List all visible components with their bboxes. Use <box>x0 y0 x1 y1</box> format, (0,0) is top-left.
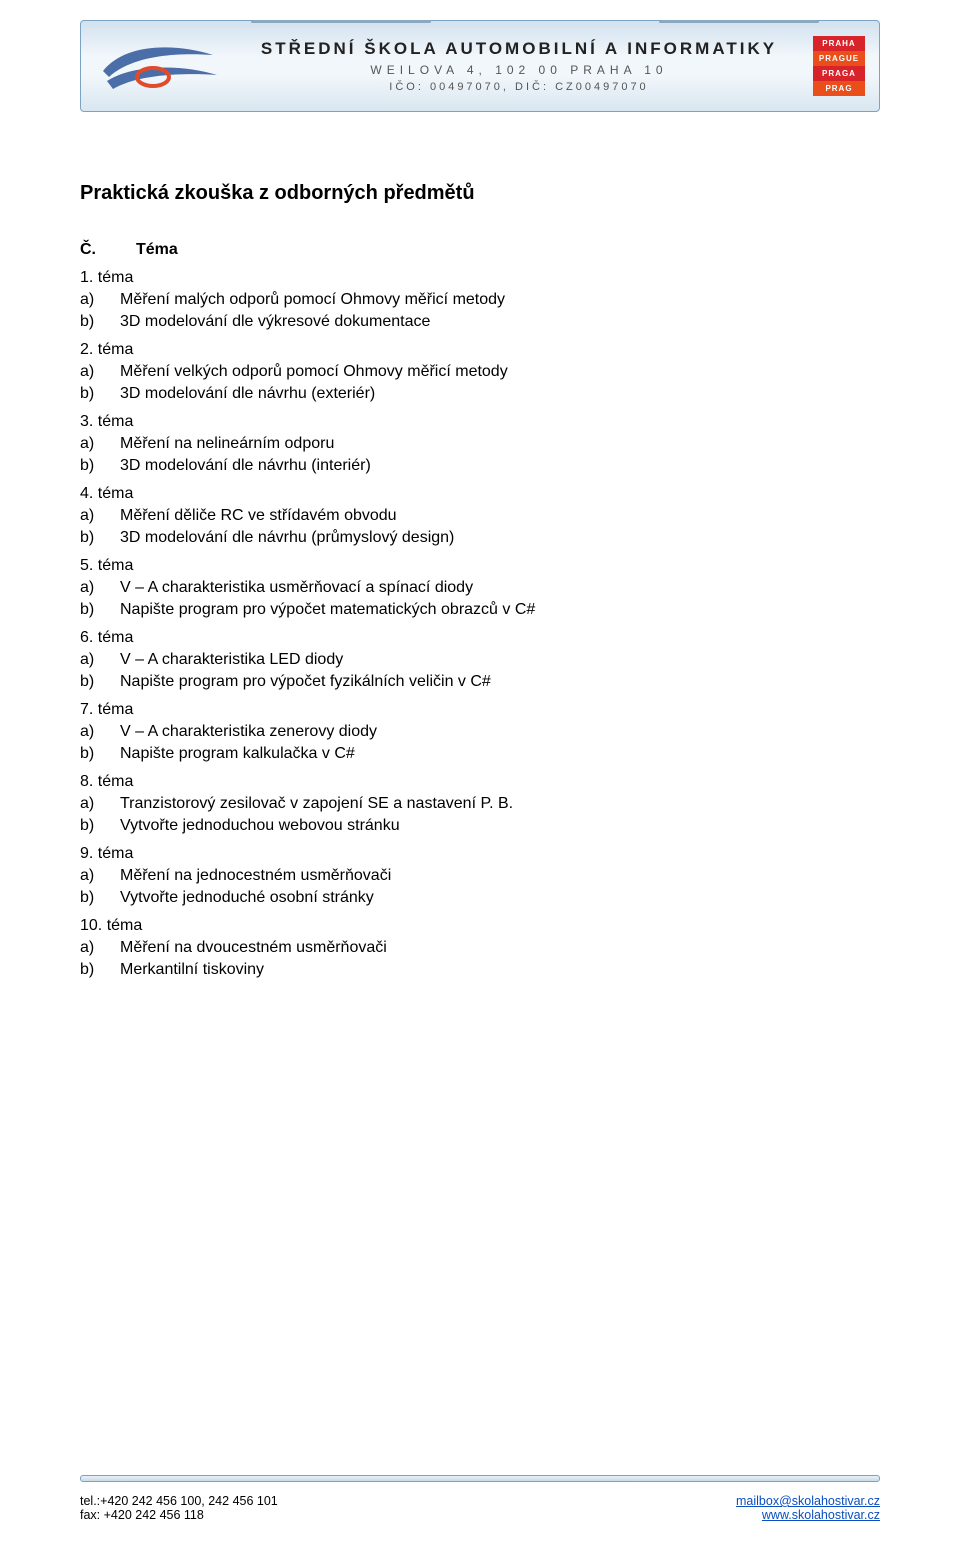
school-address: WEILOVA 4, 102 00 PRAHA 10 <box>239 63 799 77</box>
item-text: V – A charakteristika zenerovy diody <box>120 723 880 741</box>
footer-right: mailbox@skolahostivar.cz www.skolahostiv… <box>736 1494 880 1522</box>
item-label: a) <box>80 723 120 741</box>
footer-fax: fax: +420 242 456 118 <box>80 1508 278 1522</box>
item-label: a) <box>80 939 120 957</box>
topic-item: b)Napište program kalkulačka v C# <box>80 745 880 763</box>
topic-item: a)Měření na jednocestném usměrňovači <box>80 867 880 885</box>
item-text: Měření velkých odporů pomocí Ohmovy měři… <box>120 363 880 381</box>
topic-number: 3. téma <box>80 413 880 431</box>
item-label: a) <box>80 507 120 525</box>
item-label: a) <box>80 651 120 669</box>
item-text: 3D modelování dle návrhu (interiér) <box>120 457 880 475</box>
item-label: b) <box>80 385 120 403</box>
item-label: a) <box>80 291 120 309</box>
item-text: Merkantilní tiskoviny <box>120 961 880 979</box>
item-text: 3D modelování dle návrhu (exteriér) <box>120 385 880 403</box>
item-text: Napište program pro výpočet matematickýc… <box>120 601 880 619</box>
page: STŘEDNÍ ŠKOLA AUTOMOBILNÍ A INFORMATIKY … <box>0 0 960 1546</box>
badge-line: PRAHA <box>813 36 865 51</box>
item-label: b) <box>80 601 120 619</box>
item-text: Měření děliče RC ve střídavém obvodu <box>120 507 880 525</box>
topic-item: b)Napište program pro výpočet fyzikálníc… <box>80 673 880 691</box>
topic-item: a)V – A charakteristika zenerovy diody <box>80 723 880 741</box>
item-text: Napište program kalkulačka v C# <box>120 745 880 763</box>
topics-list: 1. témaa)Měření malých odporů pomocí Ohm… <box>80 269 880 979</box>
item-text: Tranzistorový zesilovač v zapojení SE a … <box>120 795 880 813</box>
item-text: Měření na dvoucestném usměrňovači <box>120 939 880 957</box>
topic-number: 8. téma <box>80 773 880 791</box>
city-badge: PRAHA PRAGUE PRAGA PRAG <box>813 36 865 96</box>
badge-line: PRAGA <box>813 66 865 81</box>
item-label: a) <box>80 795 120 813</box>
school-name: STŘEDNÍ ŠKOLA AUTOMOBILNÍ A INFORMATIKY <box>239 39 799 59</box>
content: Praktická zkouška z odborných předmětů Č… <box>80 182 880 979</box>
topic-item: a)Měření na dvoucestném usměrňovači <box>80 939 880 957</box>
item-text: Měření na nelineárním odporu <box>120 435 880 453</box>
col-topic-header: Téma <box>136 241 178 259</box>
item-text: V – A charakteristika usměrňovací a spín… <box>120 579 880 597</box>
topic-item: b)3D modelování dle výkresové dokumentac… <box>80 313 880 331</box>
topic-number: 5. téma <box>80 557 880 575</box>
item-label: b) <box>80 961 120 979</box>
topic-item: a)Měření děliče RC ve střídavém obvodu <box>80 507 880 525</box>
item-label: a) <box>80 579 120 597</box>
item-label: a) <box>80 435 120 453</box>
header-banner: STŘEDNÍ ŠKOLA AUTOMOBILNÍ A INFORMATIKY … <box>80 20 880 112</box>
col-num-header: Č. <box>80 241 96 259</box>
topic-item: b)Vytvořte jednoduché osobní stránky <box>80 889 880 907</box>
topic-item: a)V – A charakteristika LED diody <box>80 651 880 669</box>
school-logo <box>95 31 225 101</box>
item-text: Měření na jednocestném usměrňovači <box>120 867 880 885</box>
topic-number: 2. téma <box>80 341 880 359</box>
topic-item: b)3D modelování dle návrhu (interiér) <box>80 457 880 475</box>
item-label: b) <box>80 457 120 475</box>
item-text: 3D modelování dle výkresové dokumentace <box>120 313 880 331</box>
topic-number: 4. téma <box>80 485 880 503</box>
topic-item: a)Měření malých odporů pomocí Ohmovy měř… <box>80 291 880 309</box>
item-label: b) <box>80 745 120 763</box>
item-text: V – A charakteristika LED diody <box>120 651 880 669</box>
item-label: b) <box>80 673 120 691</box>
item-text: 3D modelování dle návrhu (průmyslový des… <box>120 529 880 547</box>
badge-line: PRAG <box>813 81 865 96</box>
topic-number: 10. téma <box>80 917 880 935</box>
footer-divider <box>80 1475 880 1482</box>
school-text: STŘEDNÍ ŠKOLA AUTOMOBILNÍ A INFORMATIKY … <box>239 39 799 93</box>
topic-number: 1. téma <box>80 269 880 287</box>
topic-number: 9. téma <box>80 845 880 863</box>
topic-number: 6. téma <box>80 629 880 647</box>
topic-item: a)V – A charakteristika usměrňovací a sp… <box>80 579 880 597</box>
item-text: Vytvořte jednoduchou webovou stránku <box>120 817 880 835</box>
item-label: a) <box>80 363 120 381</box>
topic-item: b)Merkantilní tiskoviny <box>80 961 880 979</box>
item-text: Napište program pro výpočet fyzikálních … <box>120 673 880 691</box>
footer-web-link[interactable]: www.skolahostivar.cz <box>762 1508 880 1522</box>
item-label: b) <box>80 889 120 907</box>
topic-item: b)Napište program pro výpočet matematick… <box>80 601 880 619</box>
page-title: Praktická zkouška z odborných předmětů <box>80 182 880 205</box>
school-ids: IČO: 00497070, DIČ: CZ00497070 <box>239 81 799 93</box>
footer-left: tel.:+420 242 456 100, 242 456 101 fax: … <box>80 1494 278 1522</box>
column-header: Č. Téma <box>80 241 880 259</box>
topic-item: b)3D modelování dle návrhu (exteriér) <box>80 385 880 403</box>
item-label: b) <box>80 817 120 835</box>
item-label: b) <box>80 313 120 331</box>
footer-tel: tel.:+420 242 456 100, 242 456 101 <box>80 1494 278 1508</box>
topic-number: 7. téma <box>80 701 880 719</box>
footer-mail-link[interactable]: mailbox@skolahostivar.cz <box>736 1494 880 1508</box>
item-label: b) <box>80 529 120 547</box>
topic-item: b)3D modelování dle návrhu (průmyslový d… <box>80 529 880 547</box>
badge-line: PRAGUE <box>813 51 865 66</box>
item-text: Měření malých odporů pomocí Ohmovy měřic… <box>120 291 880 309</box>
topic-item: a)Měření na nelineárním odporu <box>80 435 880 453</box>
topic-item: a)Tranzistorový zesilovač v zapojení SE … <box>80 795 880 813</box>
item-text: Vytvořte jednoduché osobní stránky <box>120 889 880 907</box>
footer: tel.:+420 242 456 100, 242 456 101 fax: … <box>80 1494 880 1522</box>
item-label: a) <box>80 867 120 885</box>
topic-item: a)Měření velkých odporů pomocí Ohmovy mě… <box>80 363 880 381</box>
topic-item: b)Vytvořte jednoduchou webovou stránku <box>80 817 880 835</box>
